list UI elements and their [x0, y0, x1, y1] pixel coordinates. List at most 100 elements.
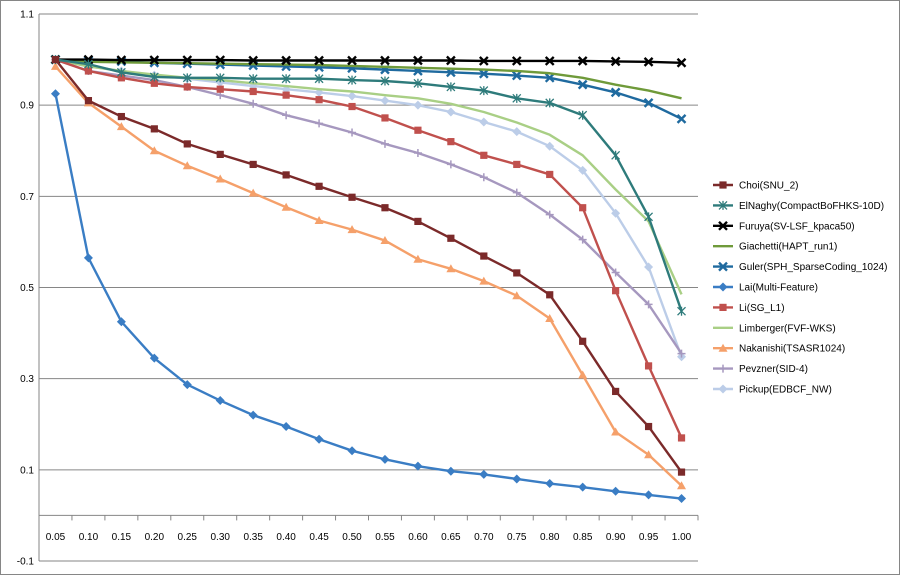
x-tick-label: 0.55 [375, 532, 395, 543]
data-point [215, 174, 225, 183]
series-0 [51, 55, 686, 476]
legend-item: Limberger(FVF-WKS) [713, 323, 836, 334]
data-point [446, 466, 456, 476]
data-point [446, 82, 456, 92]
data-point [644, 450, 654, 459]
legend-item: Pevzner(SID-4) [713, 364, 808, 375]
series-5 [50, 89, 687, 504]
data-point [478, 68, 489, 79]
data-point [546, 170, 554, 179]
data-point [512, 93, 522, 103]
data-point [718, 384, 728, 394]
data-point [446, 107, 456, 117]
data-point [248, 55, 259, 66]
data-point [281, 422, 291, 432]
series-line [55, 58, 682, 100]
data-point [677, 481, 687, 490]
data-point [480, 252, 488, 260]
data-point [479, 86, 489, 96]
x-tick-label: 0.35 [243, 532, 263, 543]
data-point [216, 85, 224, 93]
data-point [676, 113, 687, 124]
data-point [612, 287, 620, 295]
data-point [413, 461, 423, 471]
data-point [413, 100, 423, 110]
data-point [347, 91, 357, 101]
y-tick-label: 0.3 [20, 374, 34, 385]
data-point [718, 220, 728, 231]
legend-item: Pickup(EDBCF_NW) [713, 384, 832, 396]
data-point [150, 125, 158, 133]
data-point [380, 236, 390, 245]
legend: Choi(SNU_2) ElNaghy(CompactBoFHKS-10D) Fur… [713, 181, 887, 396]
data-point [413, 78, 423, 88]
data-point [719, 364, 727, 373]
data-point [512, 127, 522, 137]
data-point [446, 160, 455, 169]
data-point [611, 150, 621, 160]
legend-item: Nakanishi(TSASR1024) [713, 343, 845, 355]
axes: -0.1 0.1 0.3 0.5 0.7 0.9 1.1 0.05 0.10 0.15 0.20 0.… [17, 10, 699, 568]
legend-label: Guler(SPH_SparseCoding_1024) [739, 262, 887, 273]
data-point [511, 56, 522, 66]
y-tick-label: 0.1 [20, 465, 34, 476]
data-point [545, 313, 555, 322]
data-point [545, 141, 555, 151]
data-point [183, 83, 191, 91]
y-tick-label: 0.5 [20, 283, 34, 294]
data-point [413, 149, 422, 158]
data-point [718, 200, 728, 210]
data-point [644, 362, 653, 370]
series-line [55, 58, 682, 64]
data-point [380, 96, 390, 106]
legend-label: Giachetti(HAPT_run1) [739, 242, 837, 253]
data-point [577, 79, 588, 90]
gridlines [39, 13, 698, 562]
x-tick-label: 0.75 [507, 532, 527, 543]
data-point [281, 202, 291, 211]
data-point [512, 474, 522, 484]
data-point [248, 74, 258, 84]
series-line [55, 58, 683, 358]
data-point [578, 482, 588, 492]
data-point [149, 146, 159, 155]
data-point [447, 234, 455, 242]
legend-label: Choi(SNU_2) [739, 181, 798, 192]
data-point [183, 140, 191, 148]
legend-label: Limberger(FVF-WKS) [739, 323, 836, 334]
series-group [50, 54, 687, 504]
data-point [381, 114, 389, 122]
data-point [182, 380, 192, 390]
data-point [544, 56, 555, 66]
legend-item: Guler(SPH_SparseCoding_1024) [713, 261, 887, 273]
data-point [676, 57, 687, 68]
data-point [577, 56, 588, 66]
data-point [447, 138, 455, 146]
data-point [611, 208, 621, 218]
data-point [479, 117, 489, 127]
series-1 [51, 55, 686, 316]
data-point [479, 276, 489, 285]
data-point [414, 217, 422, 226]
data-point [116, 122, 126, 131]
legend-item: Choi(SNU_2) [713, 181, 798, 192]
data-point [413, 55, 423, 66]
x-tick-label: 0.95 [639, 532, 659, 543]
data-point [84, 97, 93, 105]
data-point [281, 55, 291, 66]
data-point [414, 126, 422, 134]
data-point [677, 349, 686, 358]
data-point [315, 182, 323, 190]
data-point [314, 55, 324, 66]
data-point [644, 212, 654, 222]
series-9 [51, 55, 686, 358]
legend-item: Furuya(SV-LSF_kpaca50) [713, 220, 855, 232]
y-tick-label: 0.9 [20, 101, 34, 112]
data-point [84, 67, 93, 75]
data-point [718, 343, 728, 352]
data-point [347, 55, 357, 66]
data-point [215, 396, 225, 406]
data-point [612, 387, 620, 396]
